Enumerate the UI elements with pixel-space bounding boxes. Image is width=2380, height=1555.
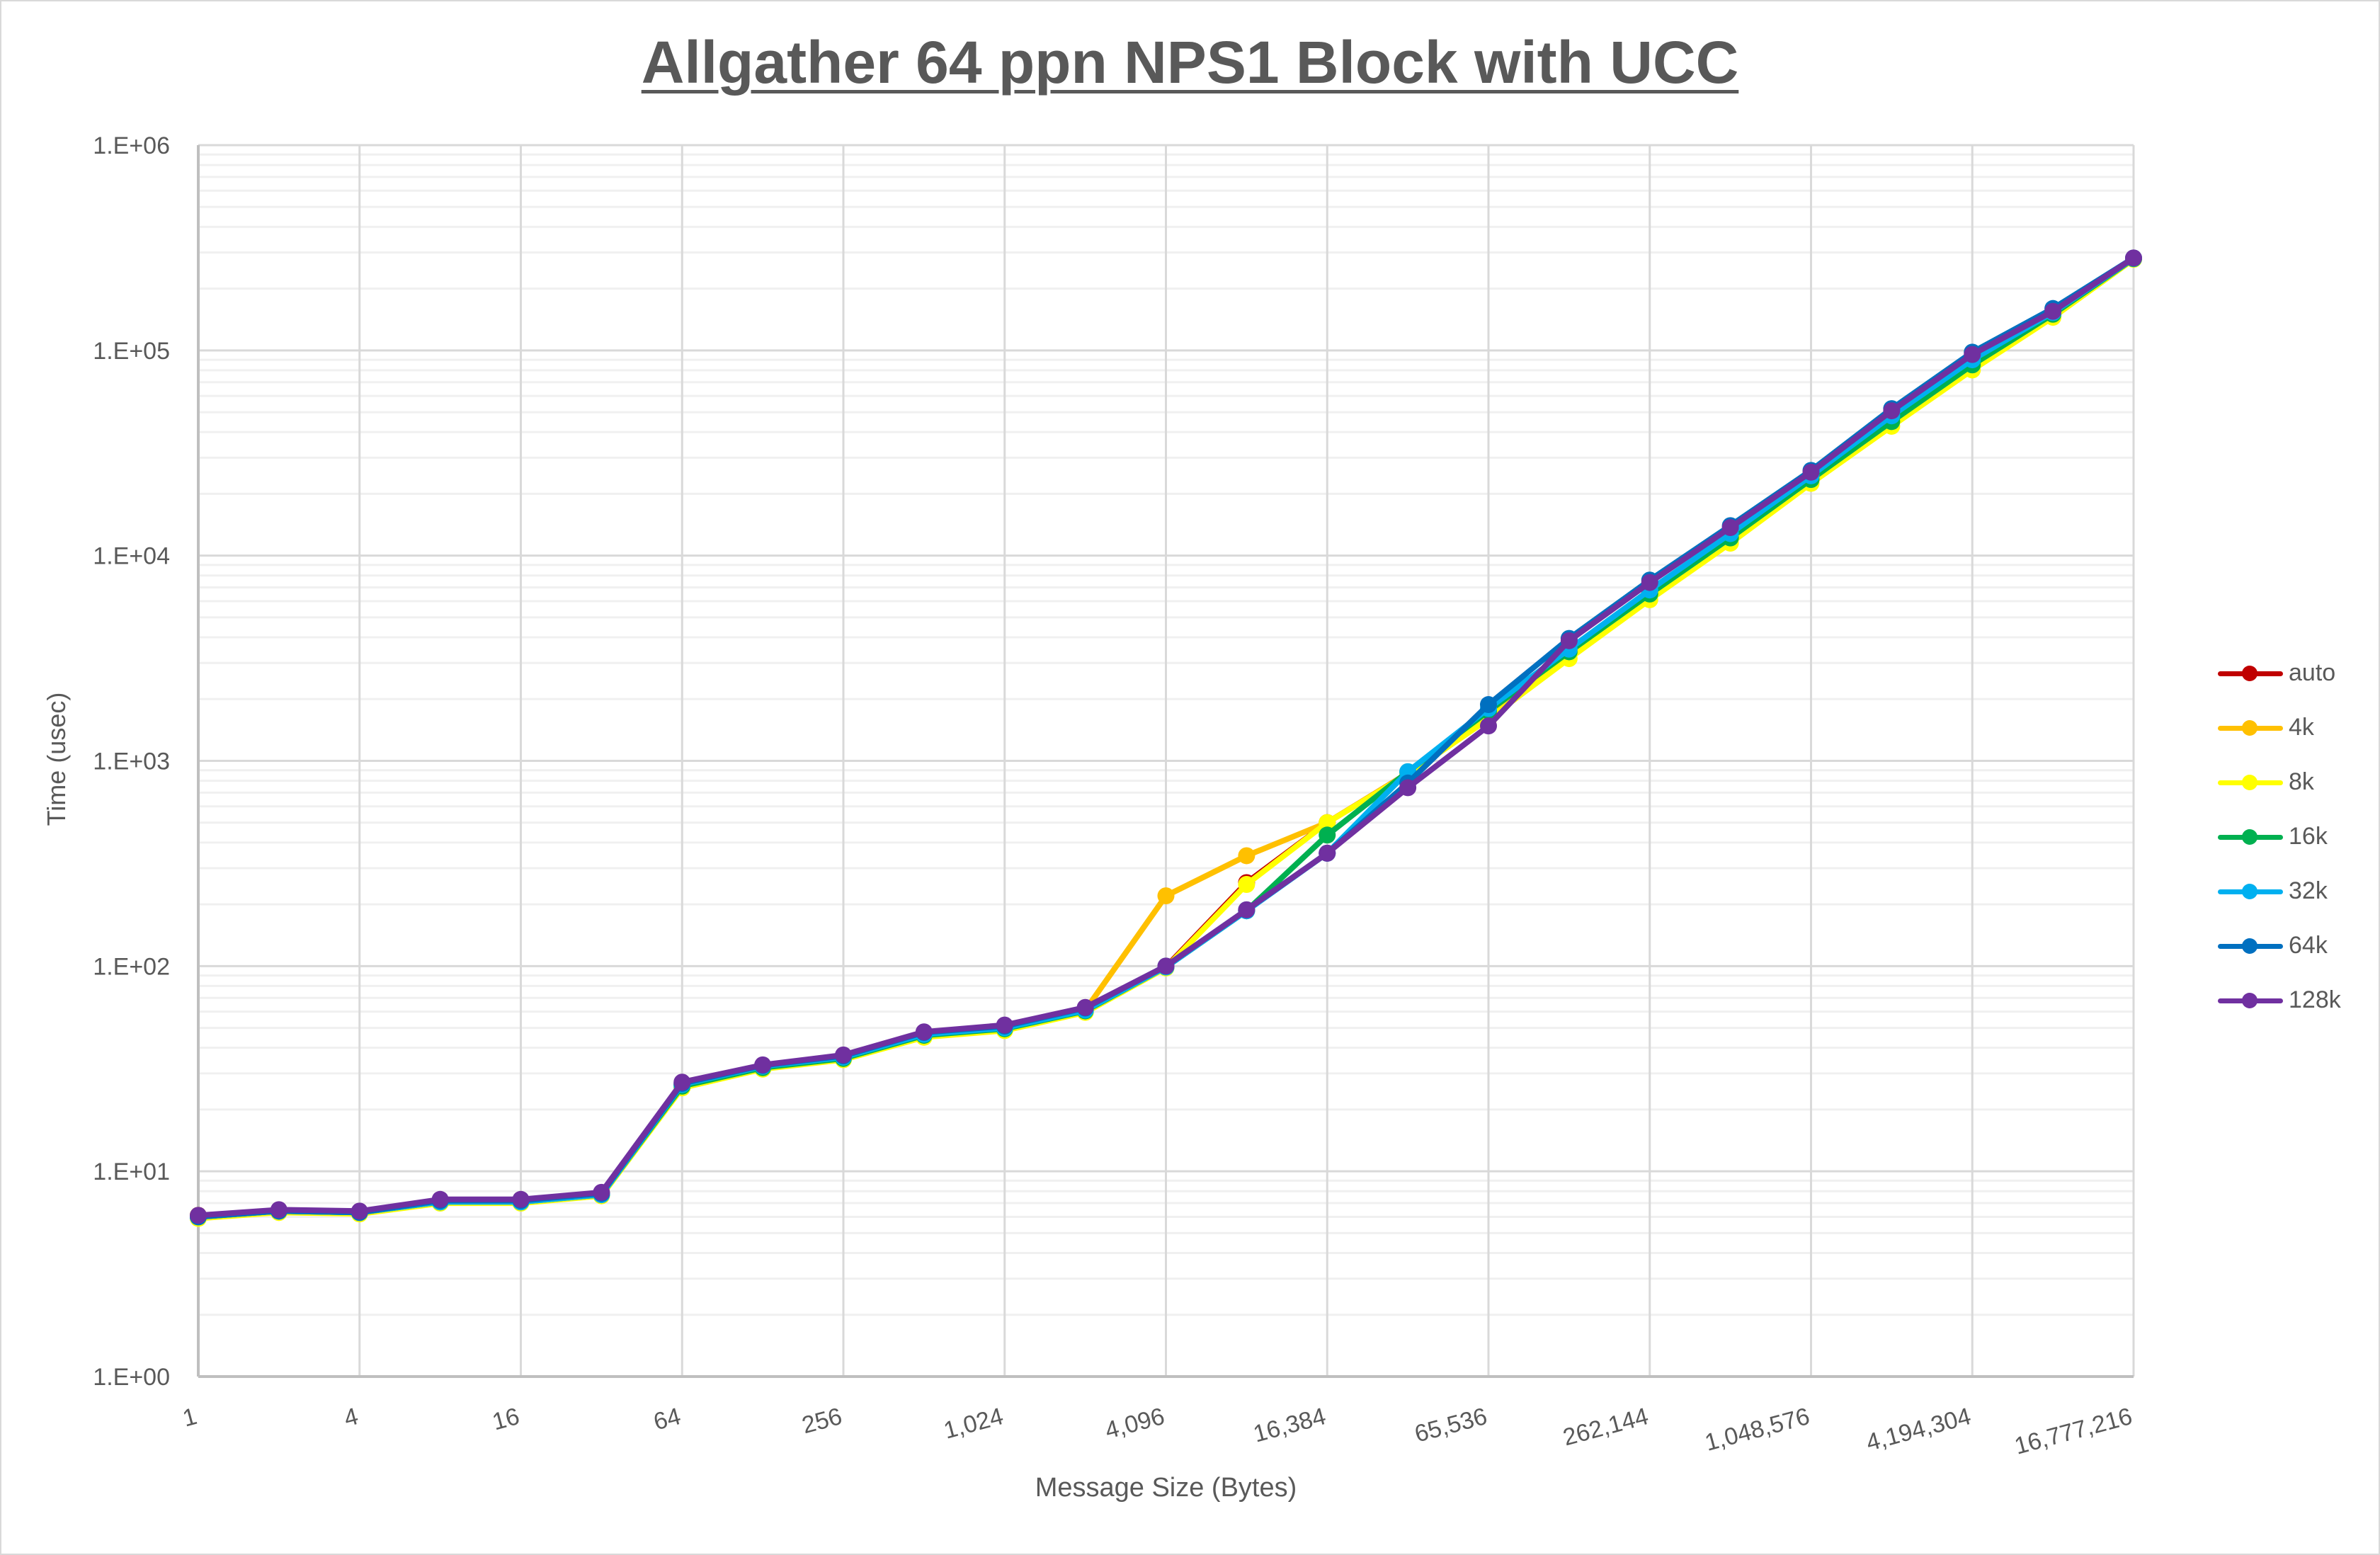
line-marker-icon xyxy=(2216,828,2284,845)
svg-text:1.E+04: 1.E+04 xyxy=(93,543,170,570)
axes xyxy=(197,145,2134,1378)
line-marker-icon xyxy=(2216,774,2284,790)
y-axis-label: Time (usec) xyxy=(42,692,71,826)
svg-text:1.E+00: 1.E+00 xyxy=(93,1364,170,1391)
legend-label: 4k xyxy=(2289,714,2314,741)
data-point xyxy=(1560,632,1578,649)
data-point xyxy=(1802,463,1820,481)
svg-text:1,024: 1,024 xyxy=(941,1403,1006,1445)
data-point xyxy=(1883,402,1901,420)
data-point xyxy=(1238,875,1256,893)
svg-text:1: 1 xyxy=(180,1403,200,1432)
data-point xyxy=(1721,519,1739,537)
data-point xyxy=(915,1023,933,1041)
data-point xyxy=(1964,346,1981,363)
line-marker-icon xyxy=(2216,992,2284,1008)
svg-text:1.E+05: 1.E+05 xyxy=(93,338,170,365)
x-axis-tick-labels: 1 4 16 64 256 1,024 4,096 16,384 65,536 262,144 1,… xyxy=(180,1403,2135,1460)
svg-text:1.E+01: 1.E+01 xyxy=(93,1158,170,1185)
svg-text:1.E+03: 1.E+03 xyxy=(93,748,170,775)
series-128k xyxy=(190,249,2142,1224)
data-point xyxy=(351,1202,368,1220)
series-layer xyxy=(190,249,2142,1227)
data-point xyxy=(1319,826,1336,844)
svg-text:16,384: 16,384 xyxy=(1251,1403,1328,1448)
svg-text:65,536: 65,536 xyxy=(1412,1403,1490,1448)
legend-label: auto xyxy=(2289,659,2336,686)
svg-text:16: 16 xyxy=(489,1403,522,1435)
svg-text:16,777,216: 16,777,216 xyxy=(2012,1403,2135,1460)
legend-label: 128k xyxy=(2289,986,2341,1013)
chart-title: Allgather 64 ppn NPS1 Block with UCC xyxy=(641,29,1739,96)
legend-label: 64k xyxy=(2289,932,2328,959)
legend-label: 32k xyxy=(2289,877,2328,904)
y-axis-tick-labels: 1.E+00 1.E+01 1.E+02 1.E+03 1.E+04 1.E+05 1.E+… xyxy=(93,132,170,1391)
line-marker-icon xyxy=(2216,719,2284,736)
data-point xyxy=(2125,249,2142,267)
legend-item-64k[interactable]: 64k xyxy=(2216,918,2341,973)
legend-item-16k[interactable]: 16k xyxy=(2216,809,2341,864)
svg-text:4,096: 4,096 xyxy=(1103,1403,1168,1445)
data-point xyxy=(754,1056,772,1073)
svg-text:64: 64 xyxy=(651,1403,683,1435)
svg-text:1.E+02: 1.E+02 xyxy=(93,953,170,980)
legend-item-32k[interactable]: 32k xyxy=(2216,864,2341,918)
data-point xyxy=(1319,844,1336,862)
svg-text:1.E+06: 1.E+06 xyxy=(93,132,170,159)
data-point xyxy=(2044,302,2062,320)
data-point xyxy=(673,1073,691,1091)
data-point xyxy=(1076,998,1094,1016)
data-point xyxy=(996,1016,1013,1034)
x-axis-label: Message Size (Bytes) xyxy=(1035,1473,1297,1503)
legend-item-auto[interactable]: auto xyxy=(2216,646,2341,700)
data-point xyxy=(190,1207,207,1224)
line-marker-icon xyxy=(2216,665,2284,681)
data-point xyxy=(1157,957,1175,975)
data-point xyxy=(1319,814,1336,831)
data-point xyxy=(1238,901,1256,918)
data-point xyxy=(270,1201,287,1219)
svg-text:4,194,304: 4,194,304 xyxy=(1863,1403,1974,1457)
data-point xyxy=(1157,887,1175,905)
svg-text:256: 256 xyxy=(799,1403,845,1439)
legend: auto 4k 8k 16k 32k 64k 128k xyxy=(2216,646,2341,1027)
legend-label: 8k xyxy=(2289,768,2314,795)
data-point xyxy=(1480,717,1497,735)
svg-text:4: 4 xyxy=(341,1403,361,1432)
data-point xyxy=(512,1190,530,1208)
data-point xyxy=(1480,696,1497,714)
line-marker-icon xyxy=(2216,883,2284,899)
data-point xyxy=(1399,779,1417,797)
legend-label: 16k xyxy=(2289,823,2328,850)
svg-text:1,048,576: 1,048,576 xyxy=(1702,1403,1813,1457)
data-point xyxy=(431,1190,449,1208)
legend-item-128k[interactable]: 128k xyxy=(2216,973,2341,1027)
data-point xyxy=(835,1046,852,1064)
data-point xyxy=(593,1183,610,1201)
legend-item-8k[interactable]: 8k xyxy=(2216,755,2341,809)
data-point xyxy=(1641,574,1658,591)
line-marker-icon xyxy=(2216,938,2284,954)
svg-text:262,144: 262,144 xyxy=(1560,1403,1651,1452)
data-point xyxy=(1238,847,1256,865)
legend-item-4k[interactable]: 4k xyxy=(2216,700,2341,755)
